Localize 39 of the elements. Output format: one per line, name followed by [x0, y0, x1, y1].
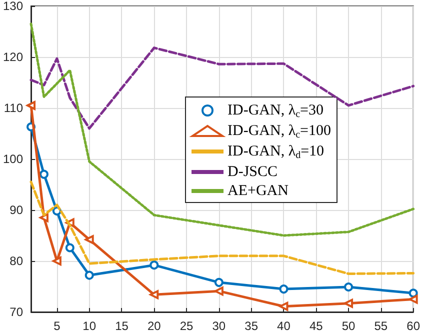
y-tick-label: 80	[10, 254, 24, 268]
x-tick-label: 15	[115, 319, 129, 332]
x-tick-label: 40	[277, 319, 291, 332]
point	[39, 170, 48, 179]
point	[344, 282, 354, 292]
line-series	[30, 22, 415, 237]
point	[279, 302, 288, 311]
point	[150, 290, 159, 300]
point	[279, 284, 288, 294]
point	[344, 298, 354, 308]
point	[39, 213, 48, 222]
y-tick-label: 90	[10, 203, 24, 217]
y-tick-label: 130	[2, 0, 24, 13]
x-tick-label: 50	[342, 319, 356, 332]
point	[84, 270, 94, 280]
y-tick-label: 100	[2, 152, 24, 166]
point	[65, 243, 74, 252]
x-tick-label: 45	[309, 319, 324, 332]
point	[84, 235, 94, 244]
x-tick-label: 20	[147, 319, 162, 332]
x-tick-label: 35	[244, 319, 258, 332]
legend-label: AE+GAN	[228, 183, 289, 199]
y-tick-label: 110	[4, 101, 24, 115]
point	[214, 286, 224, 296]
y-tick-label: 70	[10, 305, 24, 319]
point	[52, 256, 62, 266]
x-tick-label: 55	[374, 319, 388, 332]
x-tick-label: 60	[406, 319, 420, 332]
point	[150, 260, 159, 270]
x-tick-label: 30	[212, 319, 226, 332]
legend-label: D-JSCC	[228, 164, 278, 180]
point	[408, 288, 418, 298]
point	[214, 278, 224, 287]
x-tick-label: 10	[82, 319, 96, 332]
point	[408, 294, 418, 304]
x-tick-label: 25	[180, 319, 194, 332]
y-tick-label: 120	[2, 50, 24, 64]
x-tick-label: 5	[54, 319, 61, 332]
line-series	[30, 180, 415, 275]
